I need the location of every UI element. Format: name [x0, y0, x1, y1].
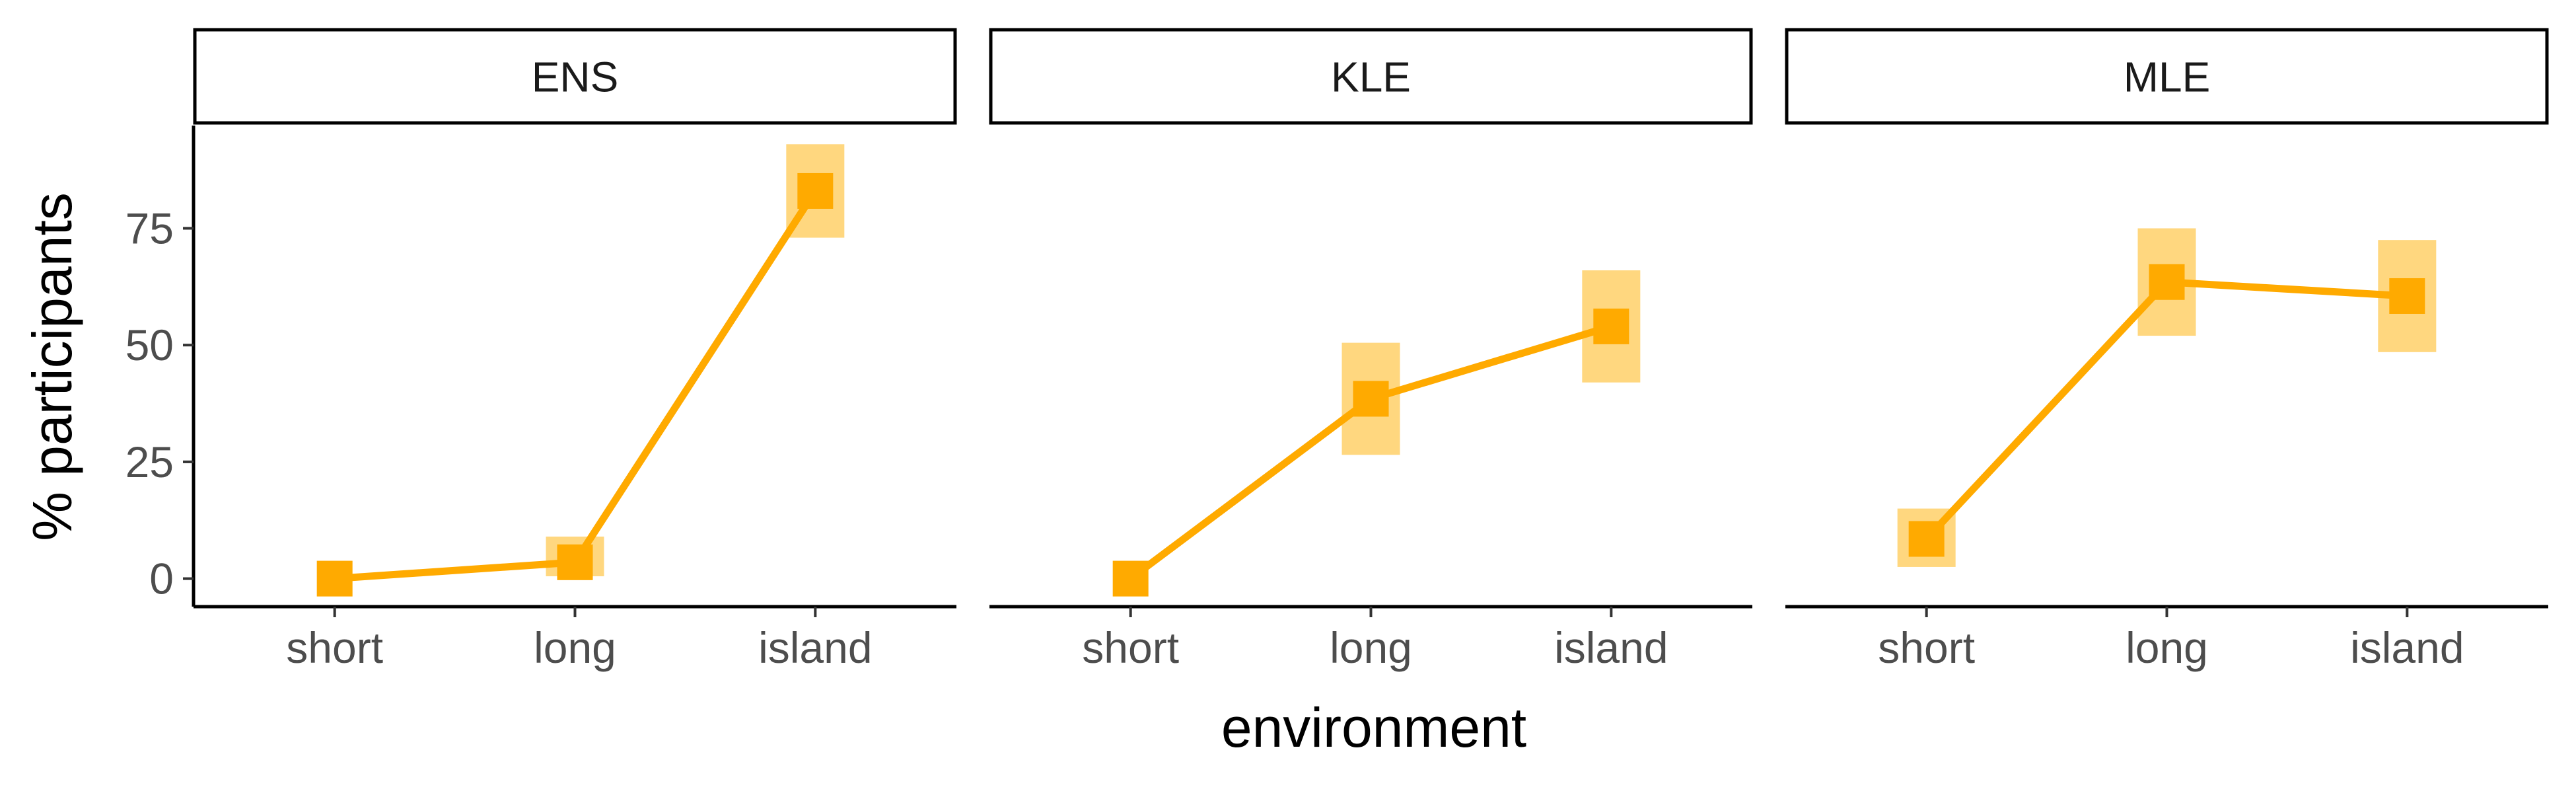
x-tick-label: long — [1330, 623, 1412, 672]
facet-strip-label: KLE — [1331, 54, 1411, 101]
data-point — [1353, 381, 1389, 417]
x-tick-label: island — [758, 623, 872, 672]
series-line — [334, 188, 818, 583]
x-tick-label: long — [2126, 623, 2208, 672]
data-point — [1593, 308, 1629, 344]
y-tick-label: 75 — [125, 204, 174, 252]
x-tick-label: long — [534, 623, 616, 672]
facet-strip — [989, 28, 1753, 125]
data-point — [1908, 521, 1945, 557]
facet-strip — [193, 28, 957, 125]
facet-strip-label: ENS — [532, 54, 619, 101]
x-tick-label: short — [286, 623, 383, 672]
facet-panel-kle: KLE short long island — [989, 28, 1753, 672]
data-point — [557, 544, 593, 580]
data-point — [316, 560, 353, 597]
y-tick-label: 50 — [125, 321, 174, 369]
data-point — [2149, 264, 2185, 300]
data-point — [1112, 560, 1149, 597]
x-tick-label: island — [2350, 623, 2464, 672]
y-tick-label: 25 — [125, 437, 174, 486]
facet-strip — [1785, 28, 2549, 125]
facet-strip-label: MLE — [2124, 54, 2211, 101]
y-axis: 0 25 50 75 — [125, 126, 196, 607]
data-point — [2389, 278, 2425, 314]
y-axis-title: % participants — [21, 192, 83, 541]
facet-panel-ens: ENS short long island — [193, 28, 957, 672]
chart-panels: ENS short long island KLE short long island MLE s… — [193, 28, 2549, 672]
x-tick-label: short — [1878, 623, 1975, 672]
x-axis-title: environment — [1221, 697, 1526, 759]
y-tick-label: 0 — [149, 554, 174, 603]
facet-panel-mle: MLE short long island — [1785, 28, 2549, 672]
data-point — [797, 172, 834, 209]
x-tick-label: island — [1554, 623, 1668, 672]
x-tick-label: short — [1082, 623, 1179, 672]
